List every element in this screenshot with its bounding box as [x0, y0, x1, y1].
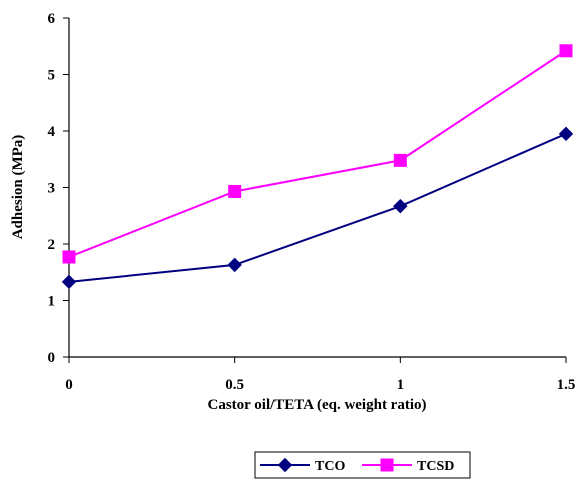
series-line-tco [68, 132, 567, 283]
data-point-tcsd [228, 184, 242, 198]
x-axis-ticks: 0 0.5 1 1.5 [65, 357, 575, 393]
y-tick-label: 3 [48, 181, 56, 197]
data-point-tco [61, 274, 77, 290]
data-point-tco [227, 257, 242, 273]
y-tick-label: 4 [48, 124, 56, 140]
data-point-tco [558, 126, 574, 142]
y-tick-label: 0 [48, 350, 56, 366]
series-layer [61, 44, 574, 290]
y-tick-label: 5 [48, 68, 56, 84]
x-axis-title: Castor oil/TETA (eq. weight ratio) [207, 397, 426, 413]
data-point-tcsd [62, 250, 76, 264]
legend-item-tcsd: TCSD [362, 458, 454, 474]
y-tick-label: 2 [48, 237, 56, 253]
series-tcsd [62, 44, 573, 264]
x-tick-label: 1.5 [557, 377, 576, 393]
data-point-tco [393, 198, 408, 214]
legend-marker-tco [277, 457, 293, 473]
legend-item-tco: TCO [260, 457, 345, 474]
legend-marker-tcsd [380, 458, 394, 472]
x-tick-label: 1 [397, 377, 405, 393]
legend: TCO TCSD [254, 451, 471, 479]
data-point-tcsd [393, 153, 407, 167]
series-tco [61, 126, 574, 290]
legend-label-tco: TCO [315, 459, 345, 474]
y-axis-ticks: 0 1 2 3 4 5 6 [48, 11, 69, 366]
series-line-tcsd [68, 49, 567, 258]
y-tick-label: 6 [48, 11, 56, 27]
x-tick-label: 0 [65, 377, 73, 393]
y-axis-title: Adhesion (MPa) [10, 135, 26, 240]
y-tick-label: 1 [48, 294, 56, 310]
data-point-tcsd [559, 44, 573, 58]
legend-label-tcsd: TCSD [417, 459, 454, 474]
x-tick-label: 0.5 [225, 377, 244, 393]
